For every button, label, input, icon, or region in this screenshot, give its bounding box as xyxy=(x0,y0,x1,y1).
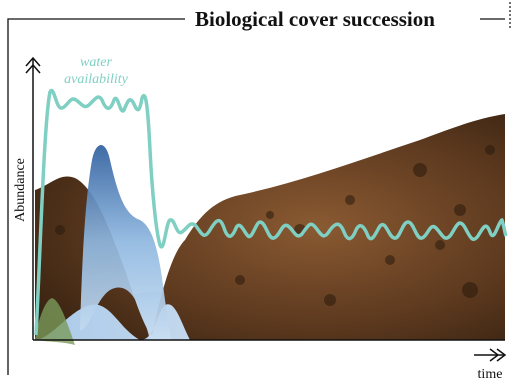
water-label: water xyxy=(80,55,112,70)
y-axis-label: Abundance xyxy=(13,158,28,222)
title: Biological cover succession xyxy=(195,7,435,31)
x-axis-label: time xyxy=(478,367,503,382)
water-label: availability xyxy=(64,72,129,87)
diagram: Biological cover succession water availa… xyxy=(0,0,519,385)
